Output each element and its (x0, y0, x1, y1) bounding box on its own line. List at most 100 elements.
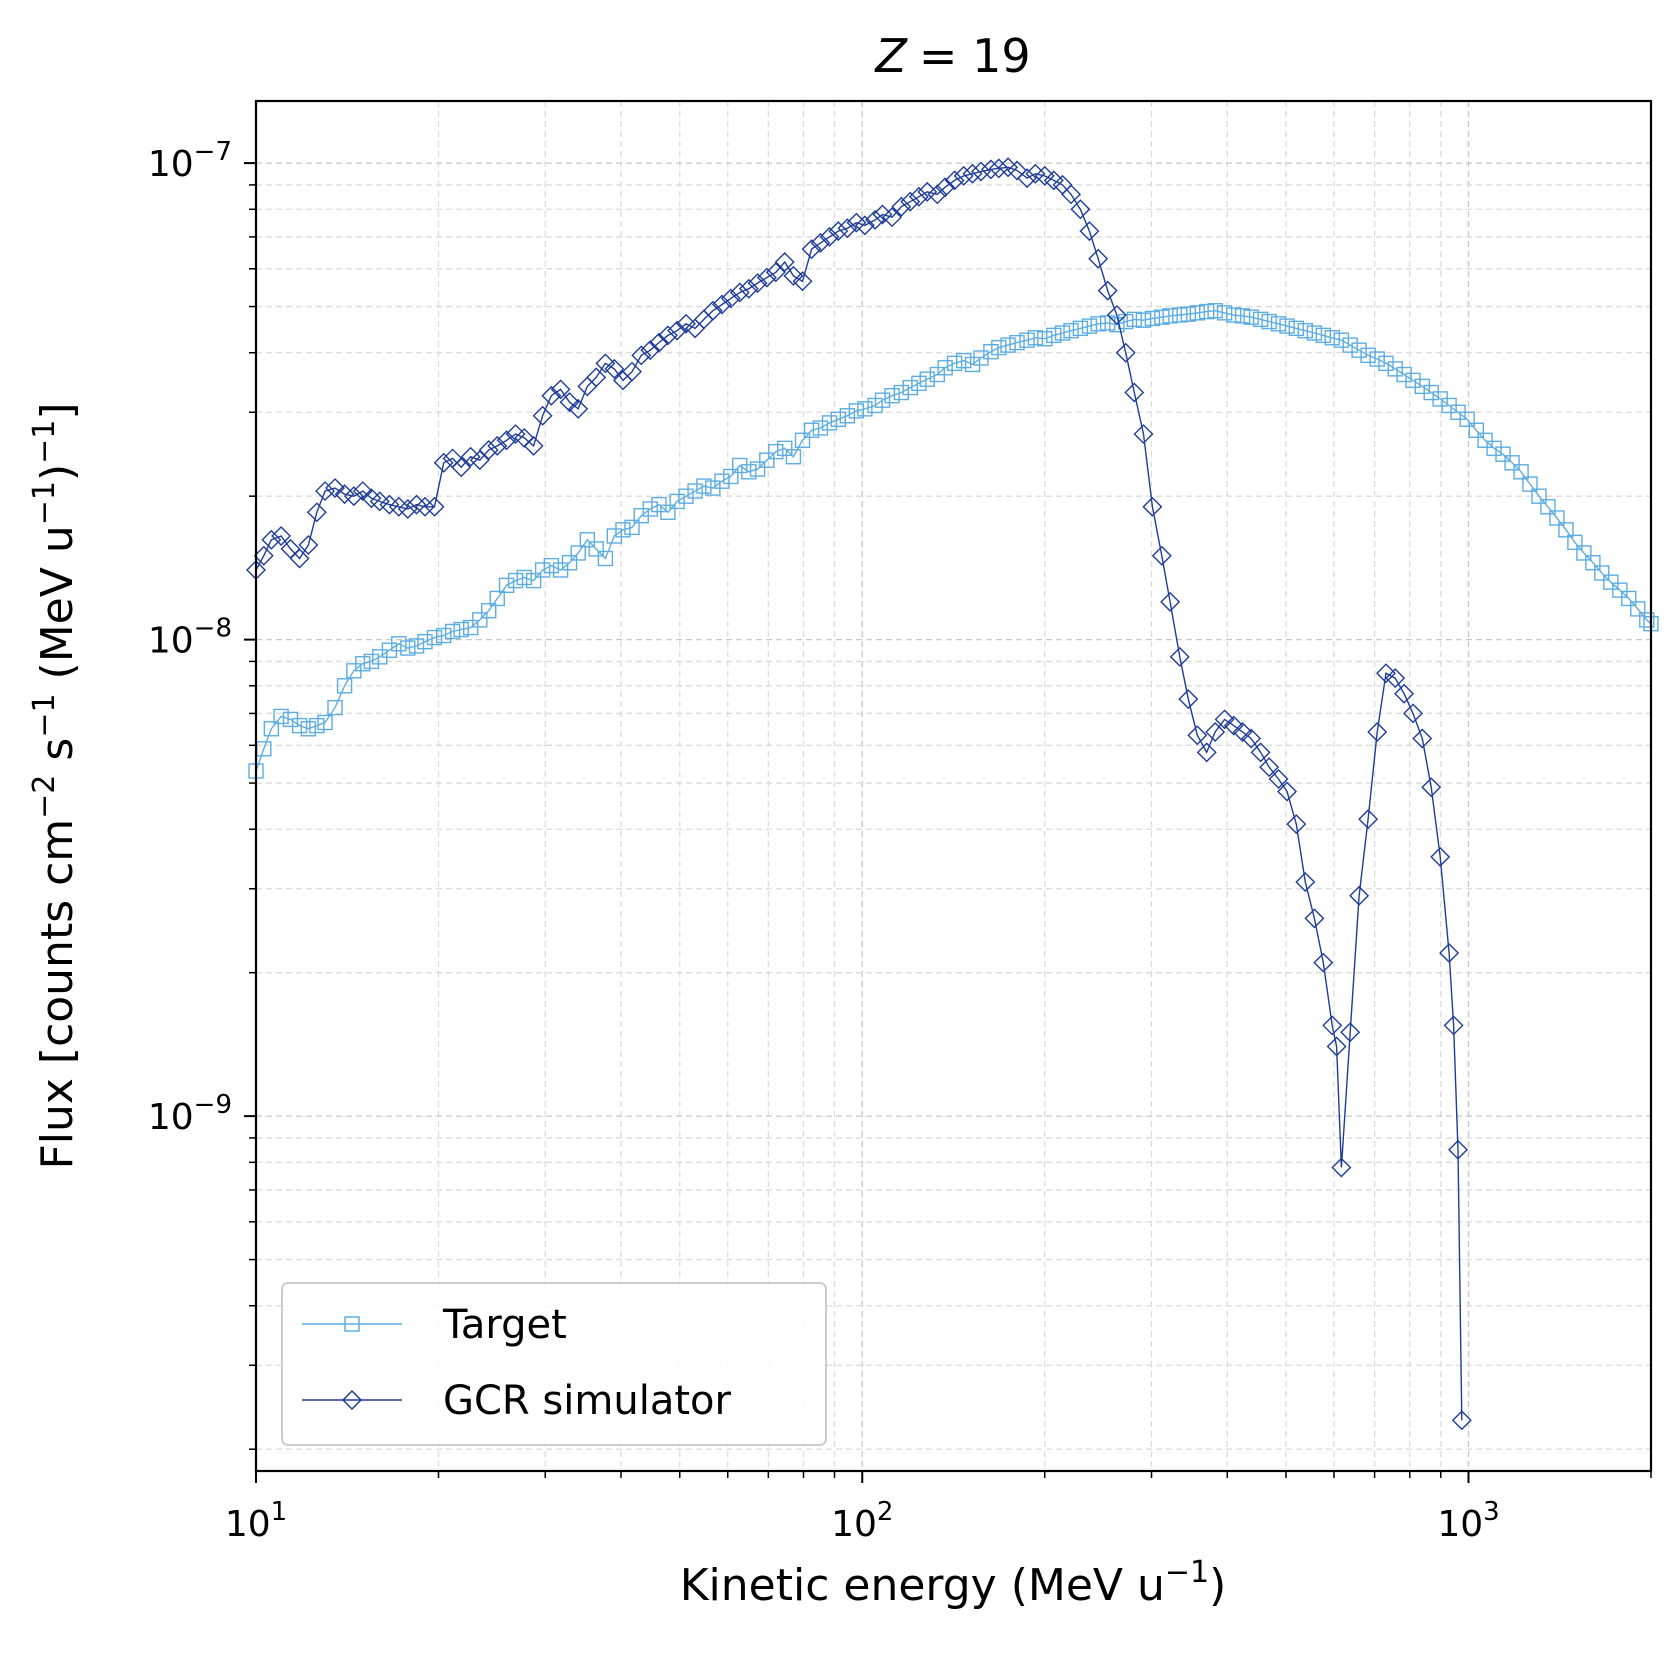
data-point (741, 464, 757, 480)
data-point (595, 353, 616, 374)
data-point (810, 232, 831, 253)
data-point (1639, 612, 1655, 628)
data-point (550, 379, 571, 400)
data-point (935, 177, 956, 198)
data-point (586, 367, 607, 388)
data-point (919, 371, 935, 387)
data-point (1549, 510, 1565, 526)
y-axis-label-part: s (32, 738, 83, 775)
data-point (1234, 308, 1251, 324)
x-axis-label-main: Kinetic energy (MeV u (680, 1560, 1165, 1611)
series-layer (246, 157, 1659, 1431)
data-point (469, 450, 490, 471)
legend: Target GCR simulator (281, 1282, 827, 1446)
data-point (1513, 464, 1529, 480)
data-point (848, 403, 865, 419)
data-point (640, 340, 661, 361)
data-point (854, 215, 875, 236)
y-axis-label-part: −1 (27, 481, 62, 525)
data-point (1061, 184, 1082, 205)
data-point (1241, 728, 1262, 749)
data-point (1199, 303, 1215, 320)
series-line (255, 309, 1652, 772)
data-point (723, 468, 739, 485)
data-point (891, 196, 912, 217)
data-point (1376, 663, 1396, 684)
data-point (306, 502, 327, 523)
data-point (453, 621, 469, 638)
data-point (1046, 327, 1062, 344)
data-point (261, 529, 282, 550)
data-point (1430, 846, 1451, 867)
data-point (1531, 488, 1547, 504)
data-point (631, 345, 652, 366)
data-point (1477, 432, 1493, 448)
plot-frame (254, 99, 1653, 1473)
data-point (1250, 742, 1271, 763)
data-point (298, 534, 319, 555)
title-variable: Z (873, 29, 908, 83)
data-point (1090, 316, 1106, 332)
data-point (785, 449, 802, 465)
data-point (417, 633, 433, 650)
data-point (1313, 952, 1334, 973)
data-point (289, 548, 310, 569)
data-point (714, 473, 730, 489)
data-point (1232, 721, 1253, 742)
data-point (1448, 1139, 1469, 1160)
data-point (1306, 325, 1323, 341)
data-point (1342, 337, 1358, 353)
data-point (480, 602, 497, 619)
data-point (397, 498, 418, 519)
data-point (803, 422, 820, 438)
data-point (579, 532, 596, 548)
data-point (812, 420, 829, 436)
data-point (1180, 306, 1197, 322)
data-point (1540, 499, 1556, 515)
data-point (819, 226, 840, 247)
data-point (315, 481, 336, 502)
data-point (980, 159, 1001, 180)
data-point (496, 430, 517, 451)
data-point (451, 457, 472, 478)
ticks: 101 102 103 10−9 10−8 10−7 (148, 137, 1652, 1545)
data-point (749, 461, 766, 477)
legend-label-gcr-simulator: GCR simulator (443, 1378, 731, 1424)
data-point (327, 699, 343, 716)
data-point (1369, 351, 1385, 367)
data-point (900, 191, 921, 212)
x-tick-label: 103 (1437, 1497, 1499, 1545)
data-point (747, 273, 768, 294)
data-point (1403, 703, 1424, 724)
data-point (1576, 545, 1592, 561)
data-point (1099, 315, 1116, 331)
data-point (801, 239, 822, 260)
data-point (406, 494, 427, 515)
data-point (1360, 347, 1376, 364)
data-point (1070, 199, 1091, 220)
data-point (1088, 248, 1109, 269)
y-tick-label: 10−8 (148, 614, 232, 662)
data-point (768, 443, 784, 460)
data-point (953, 165, 974, 186)
data-point (991, 339, 1007, 356)
data-point (604, 358, 625, 379)
data-point (1162, 308, 1178, 324)
data-point (657, 325, 678, 346)
data-point (1322, 1015, 1343, 1036)
data-point (702, 300, 723, 321)
data-point (687, 483, 703, 499)
data-point (1412, 728, 1433, 749)
data-point (1261, 313, 1277, 330)
data-point (1288, 320, 1305, 337)
title-equation: = 19 (919, 29, 1031, 83)
data-point (865, 209, 886, 230)
data-point (1270, 316, 1287, 332)
y-axis-label-part: ] (32, 402, 83, 419)
data-point (1277, 781, 1298, 802)
data-point (263, 721, 280, 737)
y-axis-label-part: (MeV u (32, 525, 83, 693)
x-axis-label-end: ) (1209, 1560, 1226, 1611)
data-point (1558, 522, 1574, 538)
x-tick-label: 102 (831, 1497, 893, 1545)
